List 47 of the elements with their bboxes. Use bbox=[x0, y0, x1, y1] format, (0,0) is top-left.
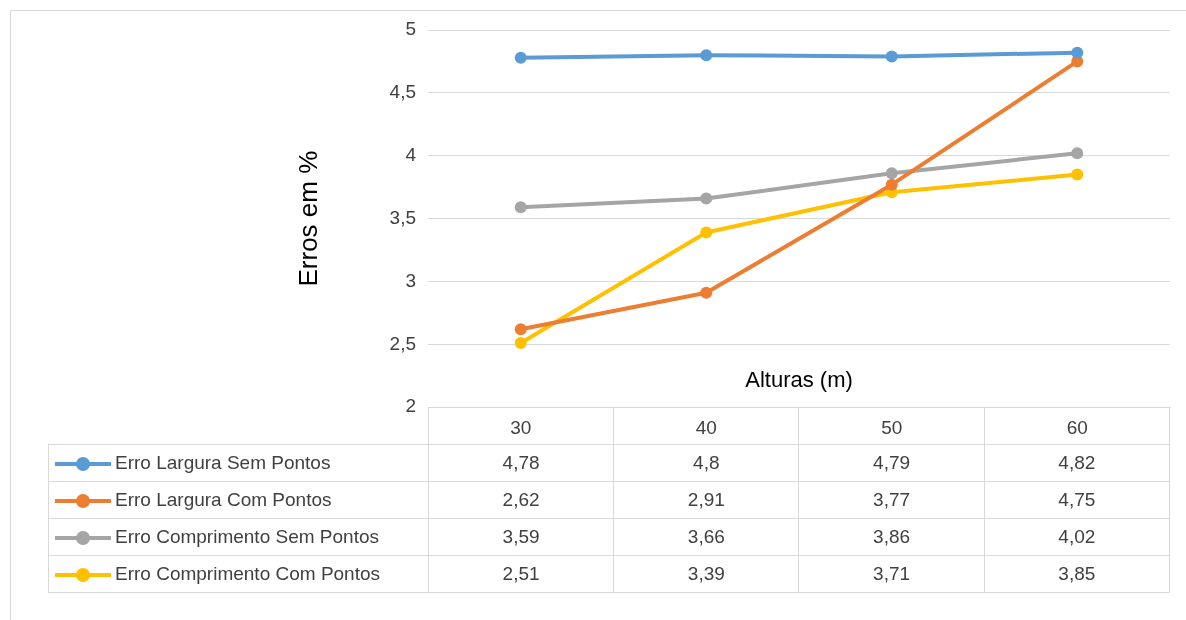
y-tick-label: 5 bbox=[405, 18, 416, 40]
data-label: 2,91 bbox=[613, 481, 799, 519]
data-label: 3,77 bbox=[798, 481, 985, 519]
data-label: 3,71 bbox=[798, 555, 985, 593]
data-label: 4,75 bbox=[984, 481, 1170, 519]
legend-label: Erro Comprimento Sem Pontos bbox=[115, 526, 379, 548]
y-tick-label: 4 bbox=[405, 143, 417, 165]
data-label: 4,02 bbox=[984, 518, 1170, 556]
point bbox=[1071, 147, 1084, 160]
x-tick-label: 50 bbox=[881, 416, 903, 438]
legend-label: Erro Comprimento Com Pontos bbox=[115, 563, 381, 585]
y-axis-title: Erros em % bbox=[292, 150, 323, 287]
x-tick-label: 30 bbox=[510, 416, 532, 438]
point bbox=[514, 51, 527, 64]
point bbox=[700, 226, 713, 239]
x-tick-label: 40 bbox=[695, 416, 717, 438]
y-tick-label: 3 bbox=[405, 269, 416, 291]
data-label: 2,51 bbox=[428, 555, 614, 593]
point bbox=[885, 50, 898, 63]
y-tick-label: 2,5 bbox=[389, 332, 416, 354]
point bbox=[700, 49, 713, 62]
data-label: 3,86 bbox=[798, 518, 985, 556]
point bbox=[514, 337, 527, 350]
y-tick-label: 2 bbox=[405, 395, 416, 417]
point bbox=[514, 201, 527, 214]
x-tick-label: 60 bbox=[1066, 416, 1088, 438]
legend-label: Erro Largura Com Pontos bbox=[115, 489, 332, 511]
data-label: 3,39 bbox=[613, 555, 799, 593]
data-label: 3,59 bbox=[428, 518, 614, 556]
point bbox=[700, 192, 713, 205]
data-label: 4,78 bbox=[428, 444, 614, 482]
x-axis-title: Alturas (m) bbox=[745, 367, 853, 393]
y-tick-label: 3,5 bbox=[389, 206, 416, 228]
data-label: 4,8 bbox=[613, 444, 799, 482]
point bbox=[514, 323, 527, 336]
data-label: 4,79 bbox=[798, 444, 985, 482]
y-tick-label: 4,5 bbox=[389, 81, 416, 103]
point bbox=[700, 286, 713, 299]
point bbox=[1071, 46, 1084, 59]
data-label: 3,85 bbox=[984, 555, 1170, 593]
point bbox=[1071, 168, 1084, 181]
point bbox=[885, 167, 898, 180]
legend-label: Erro Largura Sem Pontos bbox=[115, 452, 331, 474]
point bbox=[885, 178, 898, 191]
data-label: 4,82 bbox=[984, 444, 1170, 482]
data-label: 3,66 bbox=[613, 518, 799, 556]
data-label: 2,62 bbox=[428, 481, 614, 519]
